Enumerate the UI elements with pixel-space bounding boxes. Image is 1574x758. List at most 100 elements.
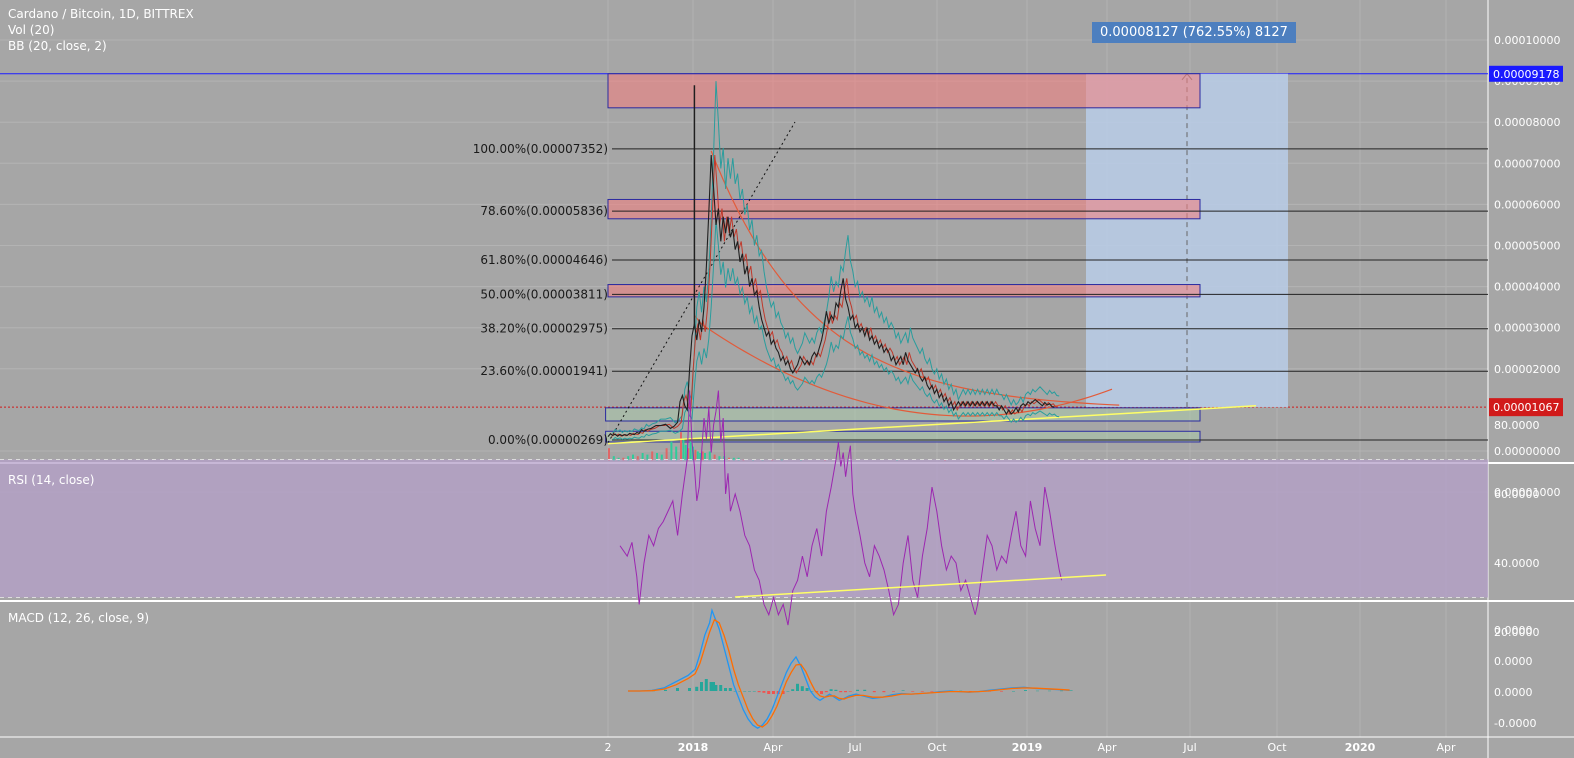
axes: 0.000100000.000090000.000080000.00007000… [605, 34, 1563, 754]
macd-histogram-bar [848, 691, 852, 692]
price-tick: 0.00002000 [1494, 363, 1560, 376]
macd-histogram-bar [728, 688, 732, 691]
macd-histogram-bar [930, 691, 934, 692]
macd-histogram-bar [882, 691, 886, 693]
bollinger-label: BB (20, close, 2) [8, 39, 107, 53]
chart-legend: Cardano / Bitcoin, 1D, BITTREX Vol (20) … [8, 6, 194, 54]
macd-histogram-bar [1012, 691, 1015, 692]
macd-histogram-bar [712, 682, 715, 691]
volume-label: Vol (20) [8, 23, 55, 37]
rsi-legend: RSI (14, close) [8, 473, 95, 487]
macd-histogram-bar [844, 691, 847, 693]
macd-histogram-bar [791, 689, 795, 691]
symbol-label: Cardano / Bitcoin, 1D, BITTREX [8, 7, 194, 21]
macd-histogram-bar [1069, 690, 1073, 691]
rsi-pane [0, 390, 1488, 626]
macd-histogram-bar [1060, 690, 1063, 692]
volume-bar [675, 446, 678, 461]
macd-histogram-bar [810, 691, 814, 692]
price-tick: 0.00001000 [1494, 486, 1560, 499]
macd-histogram-bar [719, 685, 723, 691]
macd-histogram-bar [1024, 690, 1027, 691]
macd-histogram-bar [752, 691, 756, 692]
macd-histogram-bar [834, 689, 838, 691]
time-tick: Jul [1182, 741, 1196, 754]
zone-support [605, 430, 1201, 443]
price-tick: 0.00005000 [1494, 240, 1560, 253]
macd-legend: MACD (12, 26, close, 9) [8, 611, 150, 625]
bb-lower [612, 220, 1060, 441]
volume-bar [680, 432, 682, 461]
volume-bar [641, 453, 644, 461]
volume-bar [684, 445, 687, 461]
bb-upper [612, 81, 1060, 434]
macd-histogram-bar [800, 686, 804, 691]
volume-bar [612, 456, 615, 461]
macd-tick: -0.0000 [1494, 717, 1536, 730]
sr-zones [605, 73, 1288, 443]
time-tick: 2 [605, 741, 612, 754]
macd-tick: 0.0000 [1494, 624, 1533, 637]
volume-bar [646, 454, 649, 461]
bowl-curve [693, 314, 1113, 417]
volume-bar [632, 454, 634, 461]
macd-histogram-bar [724, 688, 727, 691]
macd-histogram-bar [820, 691, 823, 694]
volume-bar [651, 451, 654, 461]
macd-histogram-bar [1036, 690, 1039, 692]
volume-bar [622, 457, 625, 461]
macd-histogram-bar [815, 691, 819, 693]
volume-bar [708, 451, 711, 461]
time-tick: Apr [1436, 741, 1456, 754]
macd-histogram-bar [829, 689, 833, 691]
time-tick: Jul [847, 741, 861, 754]
time-tick: Apr [763, 741, 783, 754]
fib-label: 78.60%(0.00005836) [480, 204, 608, 218]
time-tick: 2019 [1012, 741, 1043, 754]
price-tick: 0.00000000 [1494, 445, 1560, 458]
time-tick: Oct [1267, 741, 1287, 754]
macd-histogram-bar [805, 688, 809, 691]
price-tick: 0.00003000 [1494, 322, 1560, 335]
price-tick: 0.00008000 [1494, 116, 1560, 129]
macd-histogram-bar [786, 691, 790, 692]
macd-histogram-bar [733, 691, 737, 692]
volume-bar [696, 451, 699, 461]
zone-resistance [607, 284, 1201, 298]
volume-bar [636, 456, 639, 461]
trend-dotted [607, 121, 796, 444]
macd-histogram-bar [704, 679, 708, 691]
volume-bar [713, 454, 716, 461]
macd-histogram-bar [664, 689, 667, 691]
fib-label: 50.00%(0.00003811) [480, 287, 608, 301]
macd-histogram-bar [743, 691, 747, 692]
rsi-tick: 20.0000 [1494, 626, 1540, 639]
fib-label: 38.20%(0.00002975) [480, 322, 608, 336]
macd-histogram-bar [901, 690, 905, 691]
bb-basis [611, 155, 1059, 437]
price-tick: 0.00010000 [1494, 34, 1560, 47]
signal-line [628, 618, 1070, 728]
macd-histogram-bar [688, 688, 691, 691]
macd-histogram-bar [748, 691, 751, 692]
macd-tick: 0.0000 [1494, 686, 1533, 699]
macd-histogram-bar [676, 688, 679, 691]
volume-bar [704, 453, 706, 461]
rsi-tick: 40.0000 [1494, 557, 1540, 570]
current-price-text: 0.00001067 [1493, 401, 1559, 414]
fib-label: 0.00%(0.00000269) [488, 433, 608, 447]
macd-histogram-bar [714, 685, 718, 691]
macd-histogram-bar [824, 691, 828, 693]
macd-histogram-bar [709, 682, 713, 691]
rsi-band [0, 459, 1488, 598]
zone-resistance [607, 73, 1201, 109]
time-tick: 2018 [678, 741, 709, 754]
macd-histogram-bar [757, 691, 761, 693]
volume-bar [694, 449, 697, 461]
volume-bar [627, 456, 630, 461]
rsi-tick: 80.0000 [1494, 419, 1540, 432]
target-price-text: 0.00009178 [1493, 68, 1559, 81]
macd-histogram-bar [772, 691, 775, 694]
macd-histogram-bar [959, 690, 963, 692]
